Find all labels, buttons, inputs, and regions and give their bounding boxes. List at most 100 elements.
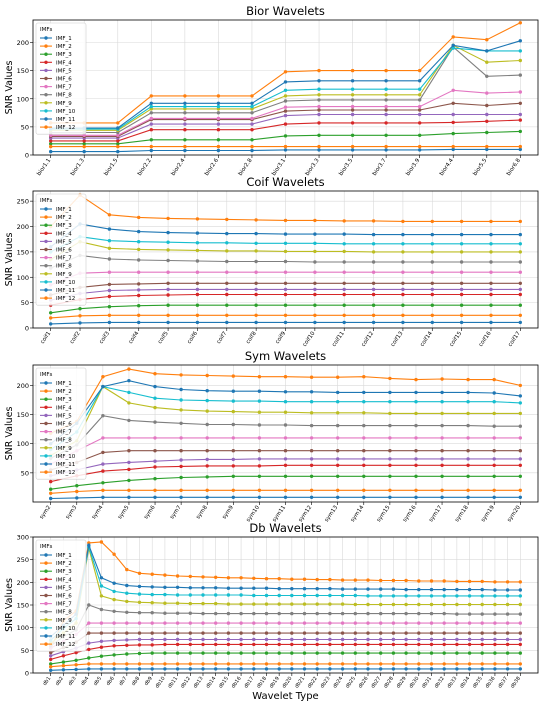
data-point (429, 602, 434, 607)
legend-swatch-marker (44, 60, 48, 64)
data-point (75, 484, 79, 488)
series-line (50, 632, 521, 654)
data-point (153, 396, 157, 400)
data-point (384, 87, 388, 91)
x-tick-label: coif10 (302, 330, 317, 348)
data-point (302, 631, 307, 635)
data-point (112, 662, 116, 666)
data-point (82, 149, 86, 154)
data-point (342, 292, 346, 297)
data-point (455, 579, 459, 584)
data-point (201, 642, 205, 647)
data-point (283, 303, 288, 307)
data-point (283, 249, 288, 254)
data-point (342, 303, 346, 307)
legend-entry: IMF_9 (56, 618, 72, 624)
data-point (430, 320, 434, 325)
data-point (518, 449, 522, 453)
legend-entry: IMF_9 (56, 272, 72, 278)
data-point (480, 662, 484, 666)
data-point (214, 651, 218, 655)
data-point (283, 134, 288, 138)
data-point (328, 651, 332, 655)
x-tick-label: sym4 (91, 504, 105, 520)
legend-entry: IMF_2 (56, 44, 72, 50)
data-point (205, 449, 209, 453)
legend-swatch-marker (44, 381, 48, 385)
data-point (309, 449, 314, 453)
legend-swatch-marker (44, 397, 48, 401)
legend-swatch-marker (44, 207, 48, 211)
data-point (401, 250, 405, 254)
data-point (493, 612, 497, 616)
data-point (127, 367, 131, 371)
data-point (489, 313, 493, 317)
data-point (226, 662, 231, 666)
data-point (163, 611, 167, 615)
data-point (315, 637, 319, 642)
data-point (107, 257, 112, 261)
data-point (82, 139, 86, 143)
data-point (302, 637, 307, 642)
data-point (350, 108, 355, 112)
data-point (264, 611, 269, 616)
data-point (175, 662, 180, 666)
data-point (49, 491, 53, 495)
x-tick-label: db12 (180, 676, 192, 690)
legend-swatch-marker (44, 405, 48, 409)
data-point (417, 594, 421, 598)
series-imf-1 (49, 320, 522, 326)
legend-swatch-marker (44, 561, 48, 565)
legend-swatch-marker (44, 93, 48, 97)
x-tick-label: db29 (396, 676, 408, 690)
data-point (99, 639, 104, 643)
data-point (362, 390, 366, 395)
data-point (49, 322, 53, 326)
data-point (101, 488, 105, 492)
data-point (362, 423, 366, 428)
data-point (205, 488, 209, 492)
y-tick-label: 250 (17, 198, 29, 206)
data-point (518, 394, 522, 398)
data-point (125, 652, 129, 656)
data-point (362, 474, 366, 478)
data-point (302, 651, 307, 655)
data-point (309, 463, 314, 467)
x-tick-label: bior1.1 (36, 158, 52, 177)
data-point (188, 667, 192, 671)
data-point (252, 662, 256, 666)
y-tick-label: 100 (17, 440, 29, 448)
data-point (430, 232, 434, 237)
data-point (414, 390, 418, 395)
data-point (112, 653, 116, 657)
data-point (153, 495, 157, 499)
x-tick-label: db38 (510, 676, 522, 690)
data-point (362, 436, 366, 440)
y-tick-label: 200 (17, 39, 29, 47)
series-imf-1 (49, 667, 522, 672)
data-point (283, 287, 288, 292)
data-point (489, 242, 493, 246)
data-point (283, 436, 288, 440)
data-point (101, 495, 105, 499)
data-point (430, 219, 434, 224)
y-axis-label: SNR Values (4, 578, 15, 632)
data-point (175, 642, 180, 647)
data-point (283, 270, 288, 274)
data-point (518, 21, 522, 25)
x-tick-label: sym5 (117, 504, 131, 520)
data-point (99, 607, 104, 612)
data-point (112, 581, 116, 585)
data-point (391, 621, 396, 625)
series-imf-8 (49, 45, 522, 135)
data-point (518, 588, 522, 592)
data-point (493, 631, 497, 635)
data-point (485, 130, 489, 135)
y-tick-label: 0 (25, 670, 29, 678)
data-point (137, 600, 142, 604)
data-point (518, 118, 522, 122)
data-point (216, 138, 221, 142)
data-point (362, 411, 366, 415)
legend-swatch-marker (44, 84, 48, 89)
